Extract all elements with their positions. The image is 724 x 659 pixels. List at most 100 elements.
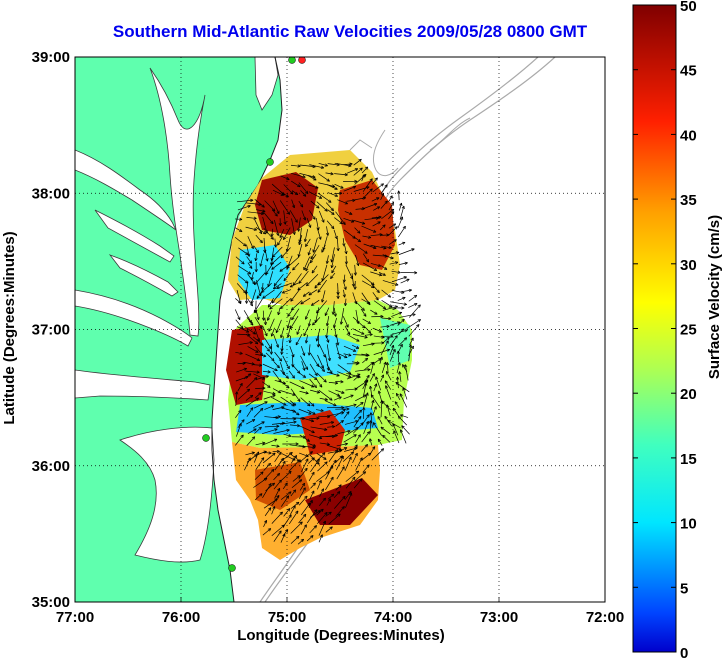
velocity-arrow [398, 371, 402, 382]
velocity-hotspot-1 [255, 172, 318, 235]
velocity-arrow [327, 425, 335, 429]
velocity-arrow [372, 406, 377, 416]
velocity-arrow [361, 202, 378, 210]
velocity-arrow [384, 380, 392, 390]
velocity-arrow [318, 520, 326, 536]
velocity-arrow [380, 426, 391, 435]
velocity-arrow [262, 289, 275, 299]
velocity-arrow [389, 261, 399, 265]
velocity-arrow [253, 336, 264, 346]
velocity-arrow [290, 388, 301, 402]
velocity-arrow [236, 423, 242, 437]
velocity-arrow [306, 274, 319, 287]
velocity-arrow [390, 301, 407, 306]
velocity-arrow [238, 341, 253, 345]
velocity-arrow [254, 471, 264, 480]
velocity-arrow [272, 449, 280, 454]
velocity-arrow [254, 426, 262, 434]
velocity-arrow [355, 457, 363, 471]
velocity-arrow [289, 505, 296, 515]
velocity-arrow [300, 502, 311, 516]
velocity-arrow [290, 521, 303, 534]
velocity-arrow [287, 308, 294, 317]
velocity-hotspot-4 [226, 325, 268, 405]
velocity-arrow [304, 309, 310, 320]
velocity-arrow [317, 228, 322, 240]
velocity-arrow [235, 319, 244, 329]
velocity-arrow [343, 179, 358, 183]
velocity-arrow [331, 265, 337, 274]
velocity-arrow [250, 289, 257, 304]
velocity-vectors [234, 158, 421, 545]
velocity-arrow [247, 211, 265, 216]
x-tick-label: 77:00 [56, 609, 94, 626]
velocity-arrow [336, 352, 348, 359]
velocity-arrow [325, 226, 330, 236]
velocity-arrow [282, 355, 290, 370]
velocity-arrow [326, 371, 340, 377]
velocity-arrow [360, 308, 367, 317]
velocity-arrow [262, 210, 274, 225]
velocity-arrow [387, 420, 401, 429]
velocity-arrow [379, 224, 386, 231]
velocity-arrow [317, 372, 327, 383]
velocity-arrow [373, 206, 381, 211]
velocity-arrow [297, 217, 301, 232]
velocity-arrow [369, 412, 373, 428]
velocity-arrow [390, 321, 401, 326]
velocity-arrow [235, 434, 244, 446]
velocity-arrow [253, 477, 268, 488]
velocity-arrow [298, 495, 308, 506]
velocity-arrow [381, 361, 387, 374]
velocity-arrow [372, 221, 381, 227]
velocity-arrow [353, 158, 362, 166]
velocity-arrow [331, 301, 335, 315]
velocity-arrow [273, 334, 280, 348]
velocity-arrow [273, 415, 281, 419]
velocity-arrow [306, 217, 312, 228]
velocity-arrow [263, 317, 268, 326]
colorbar-tick-label: 25 [680, 322, 697, 339]
velocity-arrow [355, 402, 364, 408]
velocity-arrow [244, 457, 251, 471]
velocity-arrow [339, 308, 345, 325]
velocity-arrow [246, 377, 258, 389]
velocity-arrow [381, 299, 393, 308]
velocity-arrow [316, 511, 328, 525]
velocity-arrow [237, 204, 251, 211]
velocity-arrow [247, 428, 257, 435]
velocity-arrow [394, 401, 400, 408]
velocity-arrow [308, 400, 315, 407]
velocity-arrow [280, 495, 290, 507]
velocity-arrow [325, 476, 334, 491]
velocity-arrow [235, 391, 239, 407]
velocity-arrow [393, 430, 400, 444]
velocity-hotspot-5 [262, 335, 360, 380]
velocity-arrow [244, 289, 249, 304]
velocity-arrow [330, 272, 336, 279]
velocity-arrow [317, 279, 327, 293]
velocity-arrow [326, 184, 338, 190]
velocity-arrow [254, 262, 258, 273]
james-river [75, 289, 193, 347]
colorbar-tick-label: 15 [680, 451, 697, 468]
velocity-arrow [370, 309, 378, 315]
velocity-arrow [262, 438, 278, 446]
velocity-arrow [312, 317, 321, 326]
velocity-arrow [353, 478, 363, 489]
velocity-arrow [288, 459, 300, 472]
velocity-arrow [352, 316, 366, 329]
velocity-arrow [369, 373, 375, 382]
velocity-arrow [247, 236, 254, 249]
velocity-arrow [301, 210, 307, 221]
velocity-arrow [264, 345, 270, 352]
velocity-arrow [283, 210, 287, 225]
velocity-arrow [288, 370, 295, 379]
velocity-arrow [276, 282, 293, 290]
velocity-arrow [409, 337, 414, 346]
x-tick-label: 73:00 [480, 609, 518, 626]
velocity-arrow [335, 389, 345, 394]
velocity-arrow [373, 348, 390, 355]
velocity-arrow [369, 438, 373, 446]
velocity-arrow [245, 226, 257, 231]
